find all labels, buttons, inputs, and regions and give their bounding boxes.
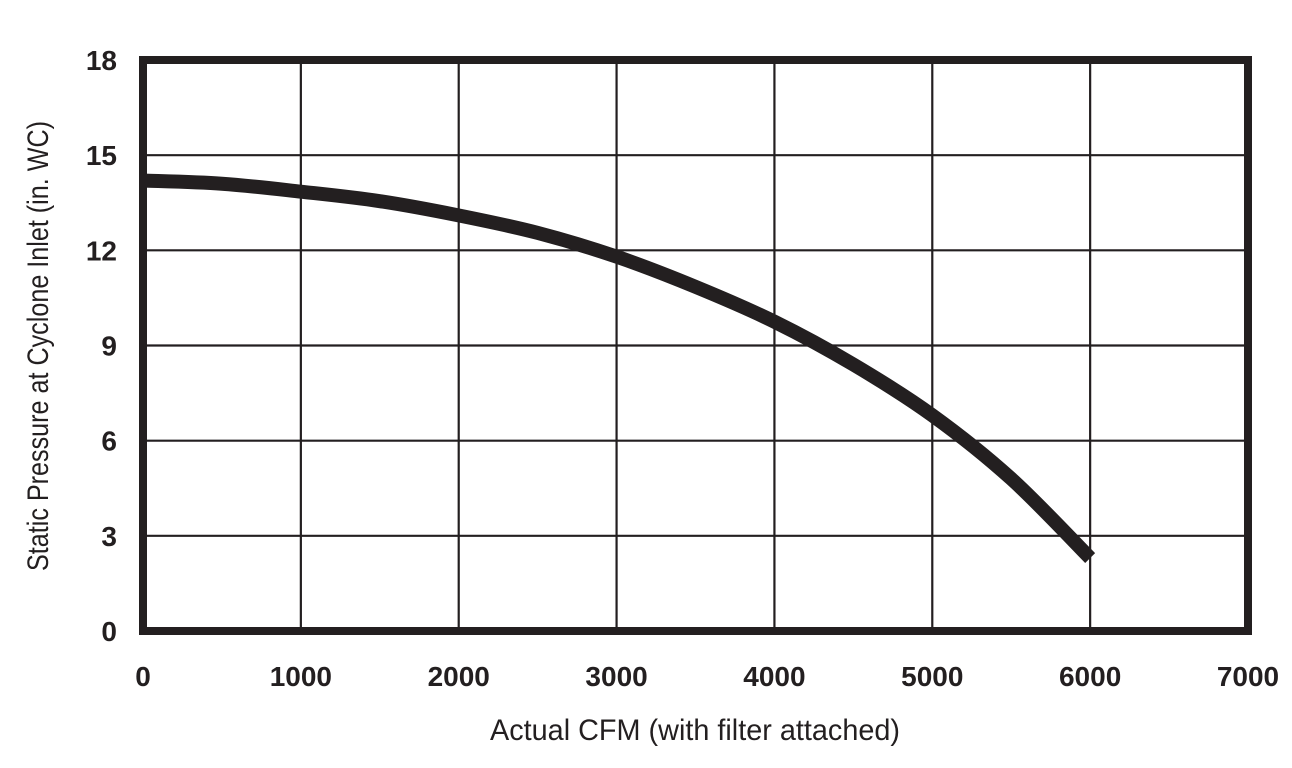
y-tick-label: 0 xyxy=(101,616,117,647)
x-tick-label: 4000 xyxy=(743,661,805,692)
y-tick-label: 18 xyxy=(86,45,117,76)
y-axis-label: Static Pressure at Cyclone Inlet (in. WC… xyxy=(22,121,55,571)
x-tick-label: 0 xyxy=(135,661,151,692)
x-axis-label: Actual CFM (with filter attached) xyxy=(490,714,900,747)
y-axis-ticks: 0 3 6 9 12 15 18 xyxy=(86,45,117,647)
plot-frame xyxy=(139,56,1252,635)
x-tick-label: 1000 xyxy=(270,661,332,692)
fan-curve-series xyxy=(142,173,1096,563)
x-tick-label: 5000 xyxy=(901,661,963,692)
y-tick-label: 12 xyxy=(86,235,117,266)
y-tick-label: 9 xyxy=(101,331,117,362)
y-tick-label: 6 xyxy=(101,426,117,457)
x-tick-label: 3000 xyxy=(585,661,647,692)
y-tick-label: 15 xyxy=(86,140,117,171)
x-axis-ticks: 0 1000 2000 3000 4000 5000 6000 7000 xyxy=(135,661,1279,692)
y-tick-label: 3 xyxy=(101,521,117,552)
fan-curve-line xyxy=(142,173,1096,563)
x-tick-label: 6000 xyxy=(1059,661,1121,692)
x-tick-label: 2000 xyxy=(428,661,490,692)
x-tick-label: 7000 xyxy=(1217,661,1279,692)
